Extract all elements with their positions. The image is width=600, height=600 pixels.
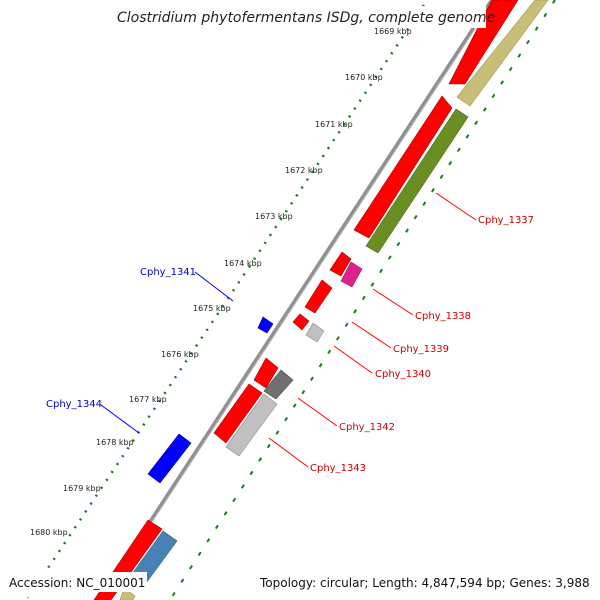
map-title: Clostridium phytofermentans ISDg, comple… [117,10,495,26]
label-leaders [100,192,477,468]
tick-label: 1669 kbp [374,27,412,36]
cds-cphy_1339[interactable] [304,279,333,314]
tick-label: 1674 kbp [224,259,262,268]
cds-cphy_1340[interactable] [292,313,310,331]
cds-cphy_1337[interactable] [353,95,453,239]
leader-cphy_1337 [435,192,477,221]
genome-backbone [97,0,494,600]
footer-backdrop-right [256,572,594,592]
title-backdrop [112,6,486,28]
cog-block-cphy_1342 [263,369,294,400]
gene-label-cphy_1340[interactable]: Cphy_1340 [375,369,431,380]
tick-label: 1677 kbp [129,395,167,404]
leader-cphy_1341 [194,271,234,302]
cog-block-cphy_1340 [305,322,325,343]
cog-block-upper-khaki [456,0,549,107]
footer-backdrop-left [5,572,147,592]
cds-cphy_1341[interactable] [257,316,274,334]
tick-labels: 1669 kbp 1670 kbp 1671 kbp 1672 kbp 1673… [30,27,412,537]
cog-block-cphy_1338 [340,261,363,288]
gene-labels: Cphy_1337 Cphy_1338 Cphy_1339 Cphy_1340 … [46,215,534,474]
outer-tick-ring [26,4,426,599]
leader-cphy_1339 [351,321,392,349]
gene-label-cphy_1339[interactable]: Cphy_1339 [393,344,449,355]
cog-block-cphy_1343 [225,393,278,457]
cds-cphy_1338[interactable] [329,251,352,277]
tick-label: 1670 kbp [345,73,383,82]
leader-cphy_1338 [372,288,414,316]
gene-label-cphy_1344[interactable]: Cphy_1344 [46,399,102,410]
inner-tick-ring [169,0,556,600]
cds-cphy_1343[interactable] [213,383,263,444]
tick-label: 1675 kbp [193,304,231,313]
tick-label: 1679 kbp [63,484,101,493]
tick-label: 1676 kbp [161,350,199,359]
leader-cphy_1342 [297,397,338,427]
leader-cphy_1343 [268,437,309,468]
cds-cphy_1344[interactable] [147,433,192,484]
gene-label-cphy_1341[interactable]: Cphy_1341 [140,267,196,278]
accession-text: Accession: NC_010001 [9,576,145,590]
genome-backbone-highlight [100,0,495,600]
gene-label-cphy_1343[interactable]: Cphy_1343 [310,463,366,474]
tick-label: 1678 kbp [96,438,134,447]
gene-label-cphy_1337[interactable]: Cphy_1337 [478,215,534,226]
gene-label-cphy_1338[interactable]: Cphy_1338 [415,311,471,322]
cds-cphy_1342[interactable] [253,357,279,389]
gene-label-cphy_1342[interactable]: Cphy_1342 [339,422,395,433]
genome-summary-text: Topology: circular; Length: 4,847,594 bp… [259,576,590,590]
leader-cphy_1344 [100,404,140,434]
cog-block-cphy_1337 [365,108,469,254]
cds-cphy_1336[interactable] [448,0,519,85]
tick-label: 1672 kbp [285,166,323,175]
tick-label: 1671 kbp [315,120,353,129]
tick-label: 1673 kbp [255,212,293,221]
tick-label: 1680 kbp [30,528,68,537]
cog-track [119,0,549,600]
leader-cphy_1340 [333,345,373,374]
reverse-cds-track [147,316,274,484]
